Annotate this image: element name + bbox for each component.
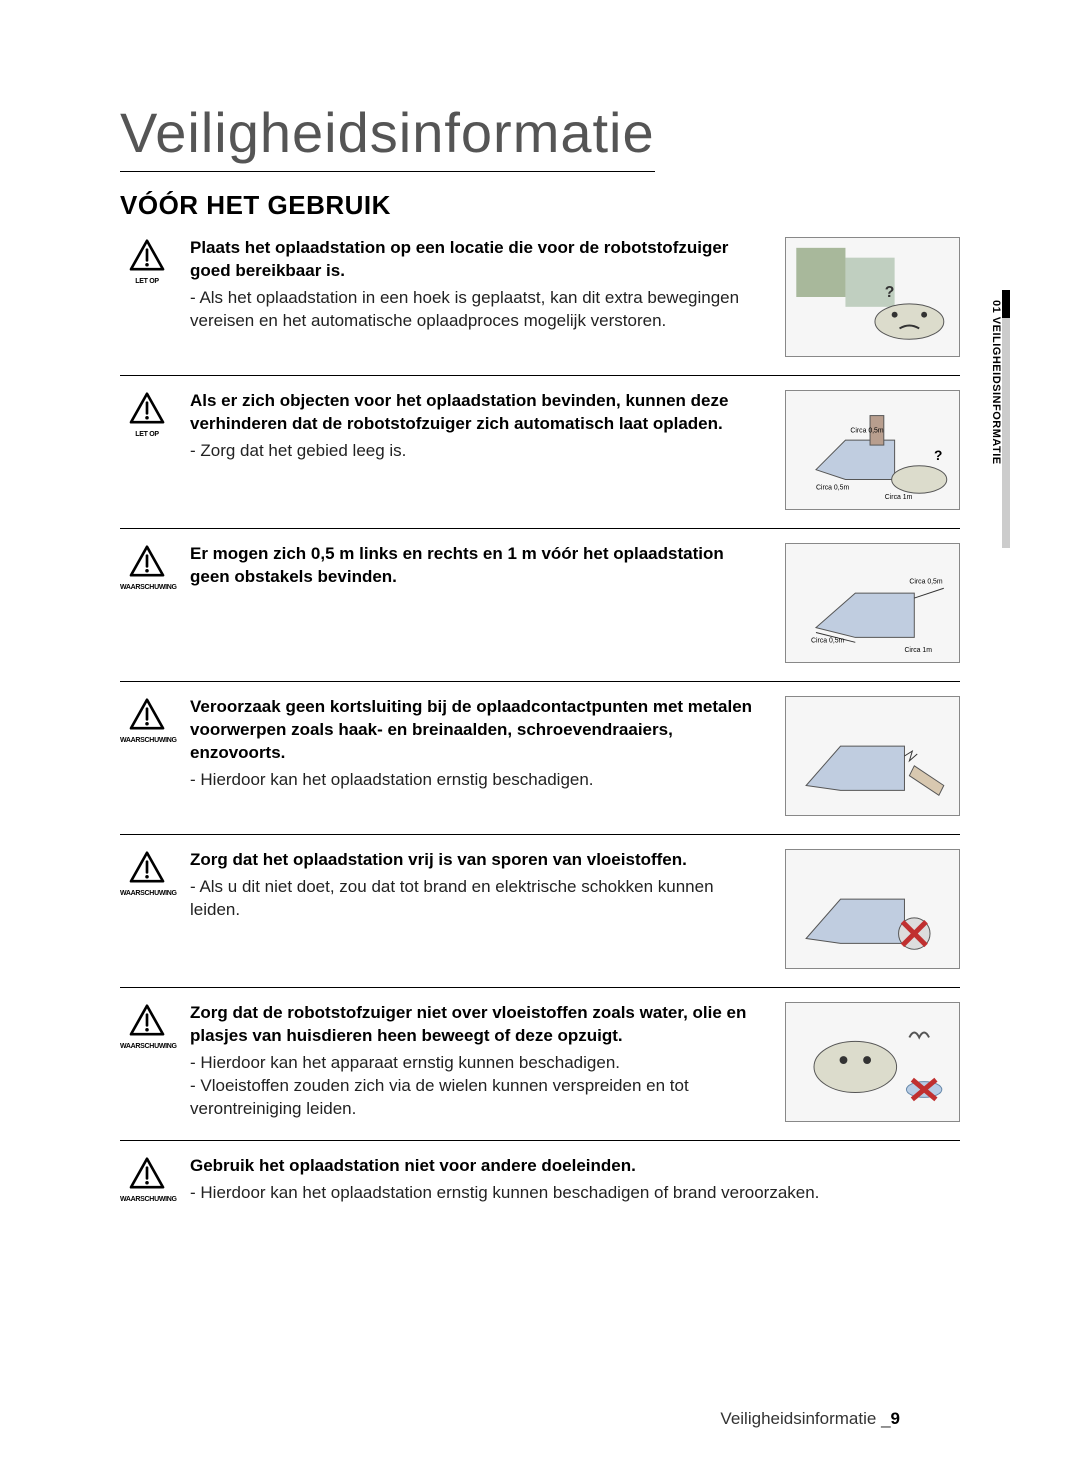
item-heading: Veroorzaak geen kortsluiting bij de opla… [190,696,761,765]
icon-caption: LET OP [120,431,174,438]
item-body-line: - Als u dit niet doet, zou dat tot brand… [190,876,761,922]
side-tab-marker-grey [1002,318,1010,548]
svg-text:?: ? [885,284,895,301]
svg-text:Circa 1m: Circa 1m [885,494,913,501]
icon-column: WAARSCHUWING [120,543,174,663]
illustration-column [785,849,960,969]
item-heading: Er mogen zich 0,5 m links en rechts en 1… [190,543,761,589]
text-column: Plaats het oplaadstation op een locatie … [190,237,769,357]
item-heading: Zorg dat het oplaadstation vrij is van s… [190,849,761,872]
illustration: Circa 0,5m Circa 0,5m Circa 1m ? [785,390,960,510]
svg-text:Circa 0,5m: Circa 0,5m [811,637,845,644]
item-body-line: - Hierdoor kan het oplaadstation ernstig… [190,769,761,792]
icon-column: LET OP [120,237,174,357]
item-heading: Als er zich objecten voor het oplaadstat… [190,390,761,436]
icon-column: WAARSCHUWING [120,849,174,969]
icon-column: LET OP [120,390,174,510]
svg-text:Circa 0,5m: Circa 0,5m [850,427,884,434]
text-column: Er mogen zich 0,5 m links en rechts en 1… [190,543,769,663]
warning-triangle-icon [129,392,165,424]
side-tab-marker-black [1002,290,1010,318]
item-body-line: - Hierdoor kan het apparaat ernstig kunn… [190,1052,761,1075]
icon-column: WAARSCHUWING [120,696,174,816]
svg-text:Circa 0,5m: Circa 0,5m [909,578,943,585]
illustration-column [785,1002,960,1122]
illustration-column: Circa 0,5m Circa 0,5m Circa 1m ? [785,390,960,510]
warning-triangle-icon [129,1004,165,1036]
illustration: ? [785,237,960,357]
text-column: Zorg dat de robotstofzuiger niet over vl… [190,1002,769,1122]
svg-text:?: ? [934,448,942,463]
item-body-line: - Hierdoor kan het oplaadstation ernstig… [190,1182,952,1205]
footer-page-number: 9 [891,1409,900,1428]
icon-caption: WAARSCHUWING [120,584,174,591]
page-footer: Veiligheidsinformatie _9 [720,1409,900,1429]
text-column: Zorg dat het oplaadstation vrij is van s… [190,849,769,969]
svg-text:Circa 1m: Circa 1m [904,647,932,654]
item-heading: Plaats het oplaadstation op een locatie … [190,237,761,283]
footer-label: Veiligheidsinformatie _ [720,1409,890,1428]
safety-item: WAARSCHUWING Veroorzaak geen kortsluiting… [120,681,960,834]
icon-caption: WAARSCHUWING [120,737,174,744]
safety-item: WAARSCHUWING Zorg dat het oplaadstation v… [120,834,960,987]
illustration: Circa 0,5m Circa 0,5m Circa 1m [785,543,960,663]
illustration-column: ? [785,237,960,357]
text-column: Gebruik het oplaadstation niet voor ande… [190,1155,960,1205]
safety-item: WAARSCHUWING Er mogen zich 0,5 m links en… [120,528,960,681]
warning-triangle-icon [129,1157,165,1189]
warning-triangle-icon [129,851,165,883]
warning-triangle-icon [129,239,165,271]
illustration [785,696,960,816]
svg-text:Circa 0,5m: Circa 0,5m [816,484,850,491]
illustration [785,849,960,969]
item-heading: Zorg dat de robotstofzuiger niet over vl… [190,1002,761,1048]
text-column: Als er zich objecten voor het oplaadstat… [190,390,769,510]
icon-caption: LET OP [120,278,174,285]
safety-item: WAARSCHUWING Zorg dat de robotstofzuiger … [120,987,960,1140]
safety-item: LET OP Als er zich objecten voor het opla… [120,375,960,528]
illustration-column: Circa 0,5m Circa 0,5m Circa 1m [785,543,960,663]
item-body-line: - Vloeistoffen zouden zich via de wielen… [190,1075,761,1121]
item-body-line: - Als het oplaadstation in een hoek is g… [190,287,761,333]
icon-column: WAARSCHUWING [120,1155,174,1205]
safety-item: LET OP Plaats het oplaadstation op een lo… [120,237,960,375]
icon-caption: WAARSCHUWING [120,890,174,897]
illustration [785,1002,960,1122]
item-heading: Gebruik het oplaadstation niet voor ande… [190,1155,952,1178]
illustration-column [785,696,960,816]
warning-triangle-icon [129,698,165,730]
safety-item: WAARSCHUWING Gebruik het oplaadstation ni… [120,1140,960,1223]
icon-caption: WAARSCHUWING [120,1043,174,1050]
icon-column: WAARSCHUWING [120,1002,174,1122]
section-title: VÓÓR HET GEBRUIK [120,190,960,221]
item-body-line: - Zorg dat het gebied leeg is. [190,440,761,463]
text-column: Veroorzaak geen kortsluiting bij de opla… [190,696,769,816]
warning-triangle-icon [129,545,165,577]
page-title: Veiligheidsinformatie [120,100,655,172]
side-tab-label: 01 VEILIGHEIDSINFORMATIE [990,300,1002,465]
icon-caption: WAARSCHUWING [120,1196,174,1203]
